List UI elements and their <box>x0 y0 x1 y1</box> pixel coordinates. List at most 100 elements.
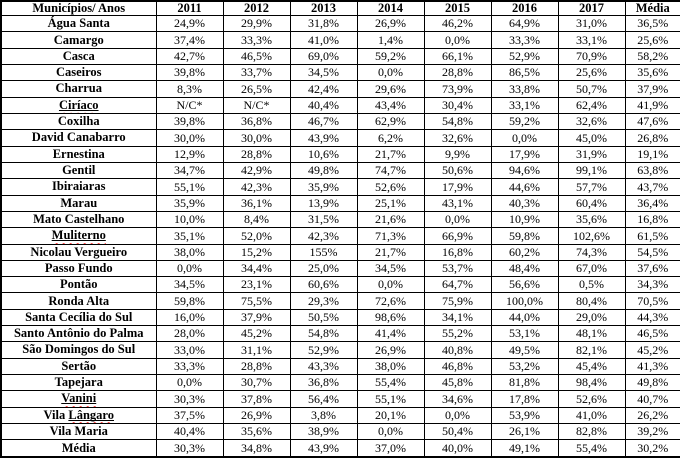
table-row: Marau 35,9% 36,1% 13,9% 25,1% 43,1% 40,3% 60,4%… <box>0 194 680 212</box>
value-cell: 54,8% <box>289 325 358 343</box>
value-cell: 70,9% <box>557 47 626 66</box>
value-cell: 81,8% <box>490 373 559 392</box>
value-cell: 32,6% <box>557 112 626 131</box>
column-header-2015: 2015 <box>423 0 492 17</box>
value-cell: 55,1% <box>356 390 425 408</box>
value-cell: 36,5% <box>624 15 680 33</box>
value-cell: 98,4% <box>557 373 626 392</box>
table-row: Pontão 34,5% 23,1% 60,6% 0,0% 64,7% 56,6% 0,5% 3… <box>0 276 680 294</box>
value-cell: 50,7% <box>557 80 626 98</box>
value-cell: 62,4% <box>557 96 626 115</box>
value-cell: 34,6% <box>423 390 492 408</box>
value-cell: 53,7% <box>423 259 492 278</box>
value-cell: 99,1% <box>557 161 626 180</box>
value-cell: 33,1% <box>490 96 559 115</box>
value-cell: 8,4% <box>222 210 291 229</box>
value-cell: 26,9% <box>356 341 425 359</box>
value-cell: 45,4% <box>557 357 626 376</box>
value-cell: 64,7% <box>423 276 492 294</box>
value-cell: 50,5% <box>289 308 358 327</box>
value-cell: 69,0% <box>289 47 358 66</box>
value-cell: 34,3% <box>624 276 680 294</box>
table-row: Tapejara 0,0% 30,7% 36,8% 55,4% 45,8% 81,8% 98,… <box>0 373 680 392</box>
column-header-2012: 2012 <box>222 0 291 17</box>
value-cell: 52,0% <box>222 227 291 245</box>
value-cell: 25,6% <box>624 31 680 49</box>
value-cell: 59,8% <box>155 292 224 310</box>
value-cell: 52,9% <box>490 47 559 66</box>
municipality-cell: Muliterno <box>0 227 157 245</box>
value-cell: 46,7% <box>289 112 358 131</box>
value-cell: 59,2% <box>356 47 425 66</box>
municipality-cell: Ronda Alta <box>0 292 157 310</box>
value-cell: 13,9% <box>289 194 358 212</box>
value-cell: 43,3% <box>289 357 358 376</box>
value-cell: 42,3% <box>222 178 291 196</box>
table-row: Vila Lângaro 37,5% 26,9% 3,8% 20,1% 0,0% 53,9%… <box>0 406 680 424</box>
corner-header-municipios-anos: Municípios/ Anos <box>0 0 157 17</box>
underlined-name: Vanini <box>61 392 96 406</box>
value-cell: 34,5% <box>356 259 425 278</box>
value-cell: 35,1% <box>155 227 224 245</box>
value-cell: 35,6% <box>557 210 626 229</box>
value-cell: 30,3% <box>155 390 224 408</box>
value-cell: 43,4% <box>356 96 425 115</box>
value-cell: 55,2% <box>423 325 492 343</box>
value-cell: 63,8% <box>624 161 680 180</box>
table-row: Mato Castelhano 10,0% 8,4% 31,5% 21,6% 0,0% 10… <box>0 210 680 229</box>
spellcheck-squiggle: Muliterno <box>51 228 106 243</box>
value-cell: 30,2% <box>624 439 680 458</box>
table-row: Água Santa 24,9% 29,9% 31,8% 26,9% 46,2% 64,9%… <box>0 15 680 33</box>
municipality-cell: Santo Antônio do Palma <box>0 325 157 343</box>
value-cell: 74,7% <box>356 161 425 180</box>
value-cell: 34,1% <box>423 308 492 327</box>
value-cell: 49,8% <box>289 161 358 180</box>
municipality-cell: Sertão <box>0 357 157 376</box>
value-cell: 8,3% <box>155 80 224 98</box>
value-cell: 37,9% <box>222 308 291 327</box>
value-cell: 23,1% <box>222 276 291 294</box>
value-cell: 66,1% <box>423 47 492 66</box>
value-cell: 35,9% <box>155 194 224 212</box>
value-cell: 37,6% <box>624 259 680 278</box>
value-cell: 41,0% <box>557 406 626 424</box>
value-cell: 35,9% <box>289 178 358 196</box>
value-cell: 21,7% <box>356 145 425 163</box>
value-cell: 44,6% <box>490 178 559 196</box>
value-cell: 26,8% <box>624 129 680 147</box>
value-cell: 53,2% <box>490 357 559 376</box>
value-cell: 39,8% <box>155 112 224 131</box>
table-row: Charrua 8,3% 26,5% 42,4% 29,6% 73,9% 33,8% 50,7… <box>0 80 680 98</box>
value-cell: 52,6% <box>356 178 425 196</box>
value-cell: 26,9% <box>356 15 425 33</box>
value-cell: 39,2% <box>624 422 680 441</box>
value-cell: 28,8% <box>423 64 492 82</box>
value-cell: 38,9% <box>289 422 358 441</box>
value-cell: 10,0% <box>155 210 224 229</box>
value-cell: 28,8% <box>222 145 291 163</box>
value-cell: 73,9% <box>423 80 492 98</box>
value-cell: 26,2% <box>624 406 680 424</box>
municipality-cell: Vila Lângaro <box>0 406 157 424</box>
value-cell: 44,3% <box>624 308 680 327</box>
municipality-cell: Charrua <box>0 80 157 98</box>
value-cell: 17,9% <box>490 145 559 163</box>
table-body: Água Santa 24,9% 29,9% 31,8% 26,9% 46,2% 64,9%… <box>0 15 680 458</box>
value-cell: 33,1% <box>557 31 626 49</box>
value-cell: 45,0% <box>557 129 626 147</box>
value-cell: 56,6% <box>490 276 559 294</box>
table-row: Ciríaco N/C* N/C* 40,4% 43,4% 30,4% 33,1% 62,4%… <box>0 96 680 115</box>
table-row: Santa Cecília do Sul 16,0% 37,9% 50,5% 98,6%… <box>0 308 680 327</box>
value-cell: 37,8% <box>222 390 291 408</box>
value-cell: 38,0% <box>155 243 224 261</box>
municipality-cell: Casca <box>0 47 157 66</box>
value-cell: 49,1% <box>490 439 559 458</box>
municipality-cell: David Canabarro <box>0 129 157 147</box>
municipality-cell: Marau <box>0 194 157 212</box>
value-cell: 34,8% <box>222 439 291 458</box>
value-cell: 43,7% <box>624 178 680 196</box>
value-cell: 41,3% <box>624 357 680 376</box>
value-cell: 16,8% <box>423 243 492 261</box>
value-cell: 25,1% <box>356 194 425 212</box>
value-cell: 10,6% <box>289 145 358 163</box>
